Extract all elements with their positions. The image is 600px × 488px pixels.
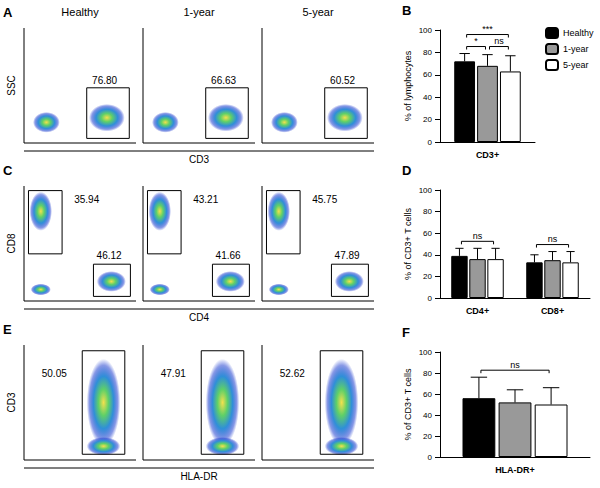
svg-text:60.52: 60.52 <box>330 75 355 86</box>
svg-text:F: F <box>402 325 410 340</box>
svg-text:1-year: 1-year <box>183 6 215 18</box>
svg-text:40: 40 <box>423 93 432 102</box>
svg-text:52.62: 52.62 <box>280 368 305 379</box>
svg-text:CD4+: CD4+ <box>466 306 489 316</box>
svg-text:76.80: 76.80 <box>92 75 117 86</box>
svg-text:CD3: CD3 <box>6 392 17 412</box>
svg-text:*: * <box>474 36 478 46</box>
svg-text:60: 60 <box>423 70 432 79</box>
svg-text:80: 80 <box>423 369 432 378</box>
svg-text:% of CD3+ T cells: % of CD3+ T cells <box>403 208 413 280</box>
svg-text:A: A <box>3 5 13 20</box>
svg-text:D: D <box>402 163 411 178</box>
svg-text:0: 0 <box>428 294 433 303</box>
svg-text:100: 100 <box>419 348 433 357</box>
svg-text:ns: ns <box>473 231 483 241</box>
svg-text:CD3: CD3 <box>189 154 209 165</box>
svg-text:47.89: 47.89 <box>335 250 360 261</box>
svg-text:CD4: CD4 <box>189 312 209 323</box>
svg-text:47.91: 47.91 <box>161 368 186 379</box>
svg-text:ns: ns <box>494 36 504 46</box>
svg-text:ns: ns <box>548 234 558 244</box>
svg-text:0: 0 <box>428 453 433 462</box>
svg-text:***: *** <box>482 24 493 34</box>
svg-text:5-year: 5-year <box>563 60 589 70</box>
svg-text:80: 80 <box>423 207 432 216</box>
svg-text:20: 20 <box>423 115 432 124</box>
svg-text:CD3+: CD3+ <box>476 150 499 160</box>
svg-text:20: 20 <box>423 432 432 441</box>
svg-text:Healthy: Healthy <box>61 6 99 18</box>
svg-text:HLA-DR: HLA-DR <box>180 471 217 482</box>
svg-text:% of lymphocytes: % of lymphocytes <box>403 50 413 121</box>
svg-text:ns: ns <box>510 360 520 370</box>
svg-text:100: 100 <box>419 186 433 195</box>
svg-text:60: 60 <box>423 390 432 399</box>
svg-text:45.75: 45.75 <box>312 194 337 205</box>
svg-text:46.12: 46.12 <box>97 250 122 261</box>
svg-text:80: 80 <box>423 48 432 57</box>
svg-text:CD8: CD8 <box>6 233 17 253</box>
svg-text:1-year: 1-year <box>563 44 589 54</box>
svg-text:CD8+: CD8+ <box>541 306 564 316</box>
svg-text:50.05: 50.05 <box>42 368 67 379</box>
svg-text:35.94: 35.94 <box>74 194 99 205</box>
svg-text:% of CD3+ T cells: % of CD3+ T cells <box>403 368 413 440</box>
svg-text:5-year: 5-year <box>302 6 334 18</box>
svg-text:B: B <box>402 3 411 18</box>
svg-text:20: 20 <box>423 272 432 281</box>
svg-text:HLA-DR+: HLA-DR+ <box>495 465 535 475</box>
svg-text:100: 100 <box>419 26 433 35</box>
svg-text:40: 40 <box>423 411 432 420</box>
svg-text:40: 40 <box>423 250 432 259</box>
svg-text:SSC: SSC <box>6 75 17 96</box>
svg-text:Healthy: Healthy <box>563 28 594 38</box>
svg-text:66.63: 66.63 <box>211 75 236 86</box>
svg-text:C: C <box>3 163 13 178</box>
svg-text:E: E <box>3 322 12 337</box>
svg-text:41.66: 41.66 <box>216 250 241 261</box>
svg-text:43.21: 43.21 <box>193 194 218 205</box>
svg-text:0: 0 <box>428 138 433 147</box>
svg-text:60: 60 <box>423 229 432 238</box>
